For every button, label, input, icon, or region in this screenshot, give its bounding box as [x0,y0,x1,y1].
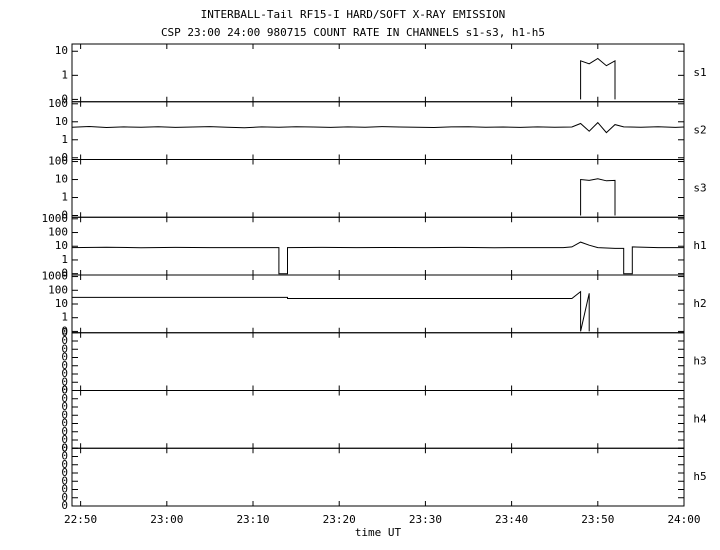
data-line [580,57,616,100]
y-tick-label: 0 [61,450,68,463]
y-tick-label: 100 [48,97,68,110]
y-tick-label: 10 [55,297,68,310]
y-tick-label: 0 [61,151,68,164]
panel-label: s2 [693,124,706,137]
y-tick-label: 10 [55,115,68,128]
y-tick-label: 0 [61,425,68,438]
y-tick-label: 0 [61,483,68,496]
y-tick-label: 1000 [42,212,69,225]
y-tick-label: 1 [61,68,68,81]
chart-subtitle: CSP 23:00 24:00 980715 COUNT RATE IN CHA… [161,26,545,39]
y-tick-label: 100 [48,226,68,239]
panel-label: s1 [693,66,706,79]
y-tick-label: 0 [61,324,68,337]
panel-label: s3 [693,181,706,194]
y-tick-label: 0 [61,384,68,397]
y-tick-label: 0 [61,441,68,454]
y-tick-label: 0 [61,392,68,405]
x-tick-label: 23:50 [581,513,614,526]
y-tick-label: 1 [61,133,68,146]
y-tick-label: 1 [61,311,68,324]
y-tick-label: 0 [61,375,68,388]
y-tick-label: 1 [61,191,68,204]
y-tick-label: 0 [61,359,68,372]
x-tick-label: 23:20 [323,513,356,526]
y-tick-label: 0 [61,458,68,471]
y-tick-label: 0 [61,351,68,364]
panel-label: h1 [693,239,706,252]
y-tick-label: 10 [55,173,68,186]
y-tick-label: 0 [61,267,68,280]
y-tick-label: 0 [61,408,68,421]
data-line [71,241,684,275]
x-tick-label: 22:50 [64,513,97,526]
y-tick-label: 10 [55,239,68,252]
x-tick-label: 24:00 [667,513,700,526]
x-tick-label: 23:40 [495,513,528,526]
chart-title: INTERBALL-Tail RF15-I HARD/SOFT X-RAY EM… [201,8,506,21]
panel-frame [71,447,685,507]
x-tick-label: 23:10 [236,513,269,526]
y-tick-label: 0 [61,417,68,430]
y-tick-label: 100 [48,283,68,296]
y-tick-label: 0 [61,400,68,413]
y-tick-label: 0 [61,499,68,512]
y-tick-label: 0 [61,209,68,222]
x-tick-label: 23:00 [150,513,183,526]
y-tick-label: 0 [61,433,68,446]
panel-label: h5 [693,470,706,483]
panel-label: h2 [693,297,706,310]
y-tick-label: 0 [61,466,68,479]
y-tick-label: 0 [61,326,68,339]
x-tick-label: 23:30 [409,513,442,526]
y-tick-label: 10 [55,44,68,57]
data-line [72,290,590,332]
data-line [71,121,685,134]
y-tick-label: 0 [61,491,68,504]
y-tick-label: 1 [61,253,68,266]
panel-label: h3 [693,355,706,368]
data-line [580,178,616,216]
y-tick-label: 0 [61,92,68,105]
y-tick-label: 1000 [42,270,69,283]
y-tick-label: 0 [61,474,68,487]
y-tick-label: 0 [61,384,68,397]
x-axis-label: time UT [355,526,402,539]
panel-label: h4 [693,412,707,425]
y-tick-label: 100 [48,155,68,168]
y-tick-label: 0 [61,342,68,355]
y-tick-label: 0 [61,441,68,454]
y-tick-label: 0 [61,367,68,380]
y-tick-label: 0 [61,334,68,347]
